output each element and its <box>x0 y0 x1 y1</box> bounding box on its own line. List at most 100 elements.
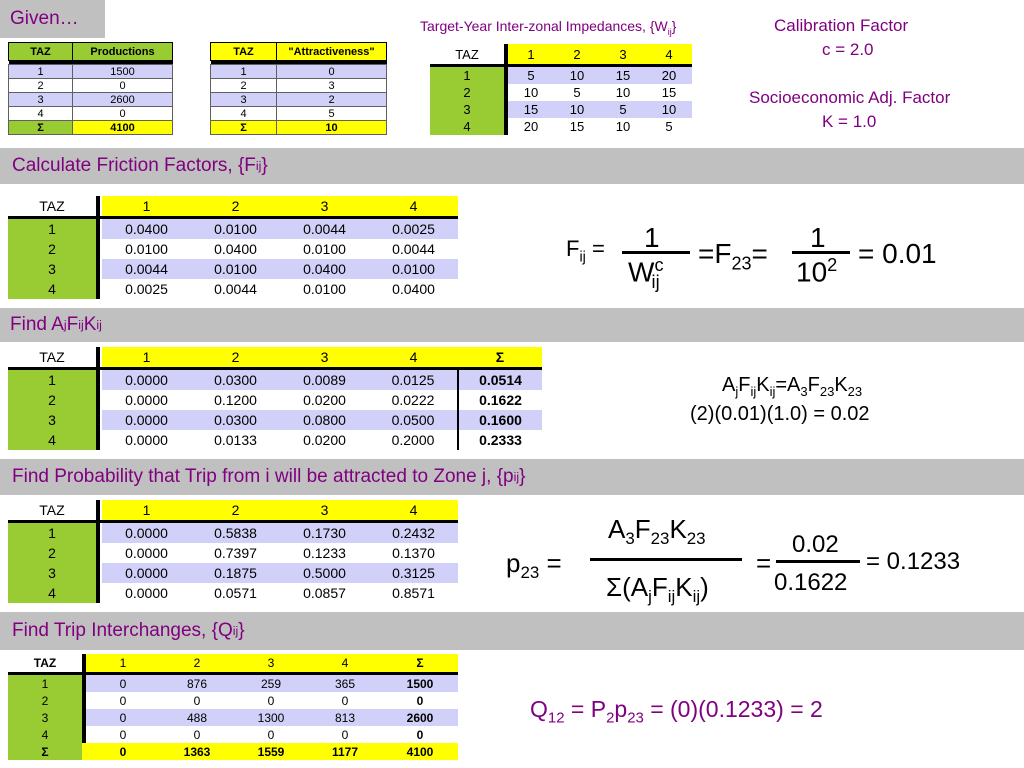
row-header: 4 <box>8 583 96 603</box>
table-cell: 10 <box>600 118 646 135</box>
col-header: 2 <box>191 347 280 367</box>
table-cell: 0 <box>308 692 382 709</box>
row-sum: 0.1600 <box>457 410 542 430</box>
table-cell: 0.0025 <box>369 219 458 239</box>
row-header: 1 <box>8 523 96 543</box>
col-header: TAZ <box>8 347 96 367</box>
sum-value: 1363 <box>160 743 234 760</box>
table-cell: 0.0400 <box>369 279 458 299</box>
table-cell: 0 <box>86 692 160 709</box>
col-header: 4 <box>369 347 458 367</box>
table-cell: 0.0133 <box>191 430 280 450</box>
table-cell: 0.3125 <box>369 563 458 583</box>
sum-label: Σ <box>8 120 73 135</box>
row-header: 1 <box>8 370 96 390</box>
row-header: 4 <box>8 726 82 743</box>
table-cell: 0 <box>234 726 308 743</box>
table-cell: 4 <box>210 106 277 121</box>
section-friction-factors: Calculate Friction Factors, {F ij} <box>0 148 1024 184</box>
table-cell: 4 <box>8 106 73 121</box>
table-cell: 5 <box>276 106 387 121</box>
row-header: 3 <box>8 410 96 430</box>
table-cell: 0.0100 <box>102 239 191 259</box>
table-cell: 0.0857 <box>280 583 369 603</box>
ajfijkij-table: TAZ 1 2 3 4 Σ 1 0.0000 0.0300 0.0089 0.0125 0.0514… <box>8 347 542 450</box>
table-cell: 0.0000 <box>102 523 191 543</box>
table-cell: 15 <box>600 67 646 84</box>
table-cell: 0.0100 <box>280 239 369 259</box>
table-cell: 0.0100 <box>280 279 369 299</box>
table-cell: 0.1370 <box>369 543 458 563</box>
col-header: TAZ <box>430 44 504 64</box>
sum-label: Σ <box>8 743 82 760</box>
calibration-factor-value: c = 2.0 <box>822 40 874 59</box>
col-header: Σ <box>382 654 458 672</box>
table-cell: 10 <box>554 101 600 118</box>
col-header: 1 <box>102 347 191 367</box>
table-cell: 0.5000 <box>280 563 369 583</box>
table-cell: 5 <box>508 67 554 84</box>
table-cell: 0.0200 <box>280 430 369 450</box>
table-cell: 10 <box>600 84 646 101</box>
table-cell: 1500 <box>72 64 173 79</box>
table-cell: 0.0400 <box>280 259 369 279</box>
col-header: 1 <box>86 654 160 672</box>
socioeconomic-factor-value: K = 1.0 <box>822 112 877 131</box>
col-header: TAZ <box>8 196 96 216</box>
table-cell: 5 <box>600 101 646 118</box>
col-header: TAZ <box>8 500 96 520</box>
sum-value: 4100 <box>382 743 458 760</box>
col-header: 2 <box>191 196 280 216</box>
table-cell: 0.0200 <box>280 390 369 410</box>
sum-value: 1559 <box>234 743 308 760</box>
col-header: 1 <box>508 44 554 64</box>
table-cell: 0.0100 <box>191 219 280 239</box>
table-cell: 2 <box>210 78 277 93</box>
col-header: 2 <box>191 500 280 520</box>
col-header: 1 <box>102 196 191 216</box>
col-header: TAZ <box>210 42 277 61</box>
table-cell: 0.0025 <box>102 279 191 299</box>
table-cell: 0.0400 <box>102 219 191 239</box>
row-header: 2 <box>8 543 96 563</box>
col-header: 3 <box>280 500 369 520</box>
col-header: 3 <box>234 654 308 672</box>
table-cell: 0.0222 <box>369 390 458 410</box>
table-cell: 2 <box>276 92 387 107</box>
table-cell: 0.0500 <box>369 410 458 430</box>
table-cell: 0.0089 <box>280 370 369 390</box>
table-cell: 1 <box>210 64 277 79</box>
col-header: TAZ <box>8 654 82 672</box>
table-cell: 0.0000 <box>102 370 191 390</box>
table-cell: 10 <box>646 101 692 118</box>
table-cell: 0.5838 <box>191 523 280 543</box>
table-cell: 0.0000 <box>102 410 191 430</box>
table-cell: 5 <box>646 118 692 135</box>
table-cell: 0.1875 <box>191 563 280 583</box>
col-header: Productions <box>72 42 173 61</box>
table-cell: 0.1200 <box>191 390 280 410</box>
col-header: 4 <box>369 196 458 216</box>
table-cell: 0.0000 <box>102 390 191 410</box>
table-cell: 15 <box>508 101 554 118</box>
table-cell: 0.0000 <box>102 430 191 450</box>
table-cell: 0 <box>86 709 160 726</box>
col-header: 4 <box>369 500 458 520</box>
table-cell: 0.0000 <box>102 543 191 563</box>
table-cell: 0.8571 <box>369 583 458 603</box>
table-cell: 0.0300 <box>191 370 280 390</box>
table-cell: 365 <box>308 675 382 692</box>
row-header: 1 <box>8 219 96 239</box>
table-cell: 0 <box>276 64 387 79</box>
col-header: 4 <box>646 44 692 64</box>
trip-interchange-formula: Q12 = P2p23 = (0)(0.1233) = 2 <box>530 696 823 727</box>
section-trip-interchanges: Find Trip Interchanges, {Q ij} <box>0 612 1024 650</box>
col-header: 2 <box>160 654 234 672</box>
table-cell: 20 <box>508 118 554 135</box>
row-sum: 0 <box>382 692 458 709</box>
table-cell: 0 <box>86 675 160 692</box>
table-cell: 2 <box>8 78 73 93</box>
table-cell: 0.0400 <box>191 239 280 259</box>
